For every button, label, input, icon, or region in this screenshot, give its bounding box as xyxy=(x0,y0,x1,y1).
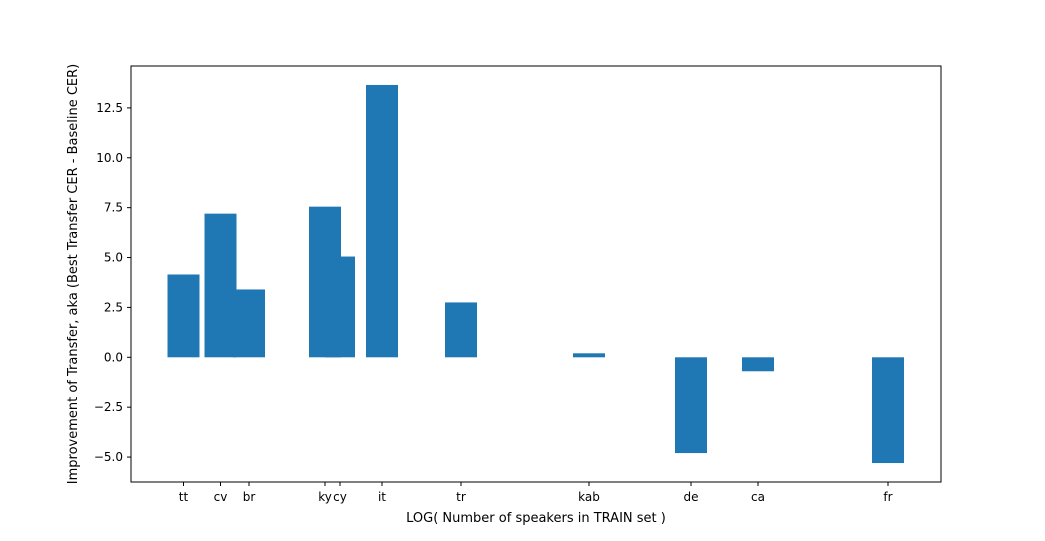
y-axis-label: Improvement of Transfer, aka (Best Trans… xyxy=(66,64,81,484)
y-tick-label: −2.5 xyxy=(94,400,123,414)
y-axis: −5.0 −2.5 0.0 2.5 5.0 7.5 10.0 12.5 xyxy=(94,101,131,464)
bar-br xyxy=(233,289,265,358)
y-tick-label: 7.5 xyxy=(104,201,123,215)
bar-cy xyxy=(325,256,355,358)
bar-de xyxy=(675,357,707,454)
bar-tr xyxy=(445,302,477,358)
bar-cv xyxy=(204,213,237,358)
y-tick-label: 10.0 xyxy=(96,151,123,165)
y-tick-label: 12.5 xyxy=(96,101,123,115)
x-tick-label-ky: ky xyxy=(318,490,332,504)
y-tick-label: −5.0 xyxy=(94,450,123,464)
bar-kab xyxy=(573,353,605,358)
y-tick-label: 5.0 xyxy=(104,251,123,265)
x-tick-label-de: de xyxy=(684,490,699,504)
y-tick-label: 0.0 xyxy=(104,350,123,364)
x-tick-label-kab: kab xyxy=(578,490,600,504)
x-tick-label-fr: fr xyxy=(883,490,892,504)
x-tick-label-br: br xyxy=(243,490,256,504)
plot-frame xyxy=(130,65,942,483)
x-tick-label-it: it xyxy=(378,490,386,504)
x-tick-label-cy: cy xyxy=(333,490,347,504)
bars xyxy=(167,84,904,464)
x-tick-label-tr: tr xyxy=(456,490,466,504)
bar-fr xyxy=(872,357,904,464)
x-axis: tt cv br ky cy it tr kab de ca fr xyxy=(179,482,893,504)
x-axis-label: LOG( Number of speakers in TRAIN set ) xyxy=(406,511,666,526)
bar-ca xyxy=(742,357,774,372)
bar-it xyxy=(366,84,398,358)
bar-tt xyxy=(167,274,200,358)
y-tick-label: 2.5 xyxy=(104,300,123,314)
x-tick-label-cv: cv xyxy=(214,490,228,504)
x-tick-label-ca: ca xyxy=(751,490,765,504)
x-tick-label-tt: tt xyxy=(179,490,189,504)
